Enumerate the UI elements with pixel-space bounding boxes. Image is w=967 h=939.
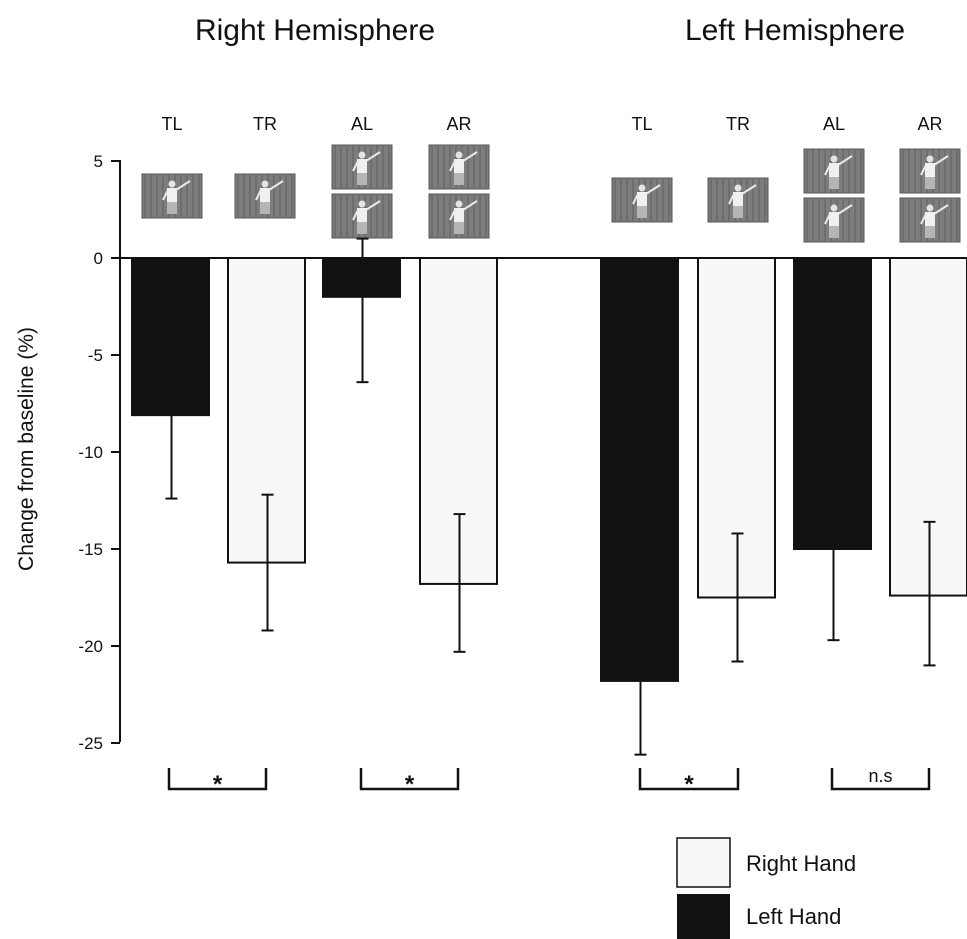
person-gesture-photo-icon — [803, 197, 865, 243]
person-gesture-photo-icon — [141, 173, 203, 219]
y-tick-label: -5 — [88, 346, 103, 365]
person-gesture-photo-icon — [803, 148, 865, 194]
y-axis-label: Change from baseline (%) — [15, 327, 38, 571]
person-gesture-photo-icon — [234, 173, 296, 219]
y-tick-label: -15 — [78, 540, 103, 559]
category-labels: TL TR AL AR TL TR AL AR — [161, 114, 942, 134]
category-label: TL — [161, 114, 182, 134]
significance-bracket: * — [638, 768, 740, 798]
category-label: TR — [253, 114, 277, 134]
error-bars — [165, 237, 936, 756]
category-label: AR — [917, 114, 942, 134]
significance-bracket: n.s — [830, 766, 931, 791]
category-label: AL — [823, 114, 845, 134]
category-label: AR — [446, 114, 471, 134]
thumbnails — [141, 144, 961, 243]
legend-label-right-hand: Right Hand — [746, 851, 856, 876]
person-gesture-photo-icon — [428, 144, 490, 190]
y-tick-label: 0 — [94, 249, 103, 268]
bars — [131, 257, 967, 682]
person-gesture-photo-icon — [331, 193, 393, 239]
y-tick-label: -20 — [78, 637, 103, 656]
y-ticks: 5 0 -5 -10 -15 -20 -25 — [78, 152, 120, 753]
y-tick-label: -25 — [78, 734, 103, 753]
y-tick-label: -10 — [78, 443, 103, 462]
y-tick-label: 5 — [94, 152, 103, 171]
legend-swatch-left-hand — [677, 894, 730, 939]
significance-star: * — [684, 771, 694, 798]
significance-brackets: * * * n.s — [167, 766, 931, 798]
category-label: TR — [726, 114, 750, 134]
person-gesture-photo-icon — [899, 197, 961, 243]
legend: Right Hand Left Hand — [676, 837, 856, 939]
significance-star: * — [213, 771, 223, 798]
panel-title-right-hemisphere: Right Hemisphere — [195, 14, 435, 47]
legend-swatch-right-hand — [676, 837, 731, 888]
person-gesture-photo-icon — [899, 148, 961, 194]
person-gesture-photo-icon — [707, 177, 769, 223]
legend-label-left-hand: Left Hand — [746, 904, 841, 929]
person-gesture-photo-icon — [428, 193, 490, 239]
category-label: TL — [631, 114, 652, 134]
significance-star: * — [405, 771, 415, 798]
panel-title-left-hemisphere: Left Hemisphere — [685, 14, 905, 47]
category-label: AL — [351, 114, 373, 134]
person-gesture-photo-icon — [611, 177, 673, 223]
significance-bracket: * — [167, 768, 268, 798]
significance-ns: n.s — [868, 766, 892, 786]
significance-bracket: * — [359, 768, 460, 798]
person-gesture-photo-icon — [331, 144, 393, 190]
